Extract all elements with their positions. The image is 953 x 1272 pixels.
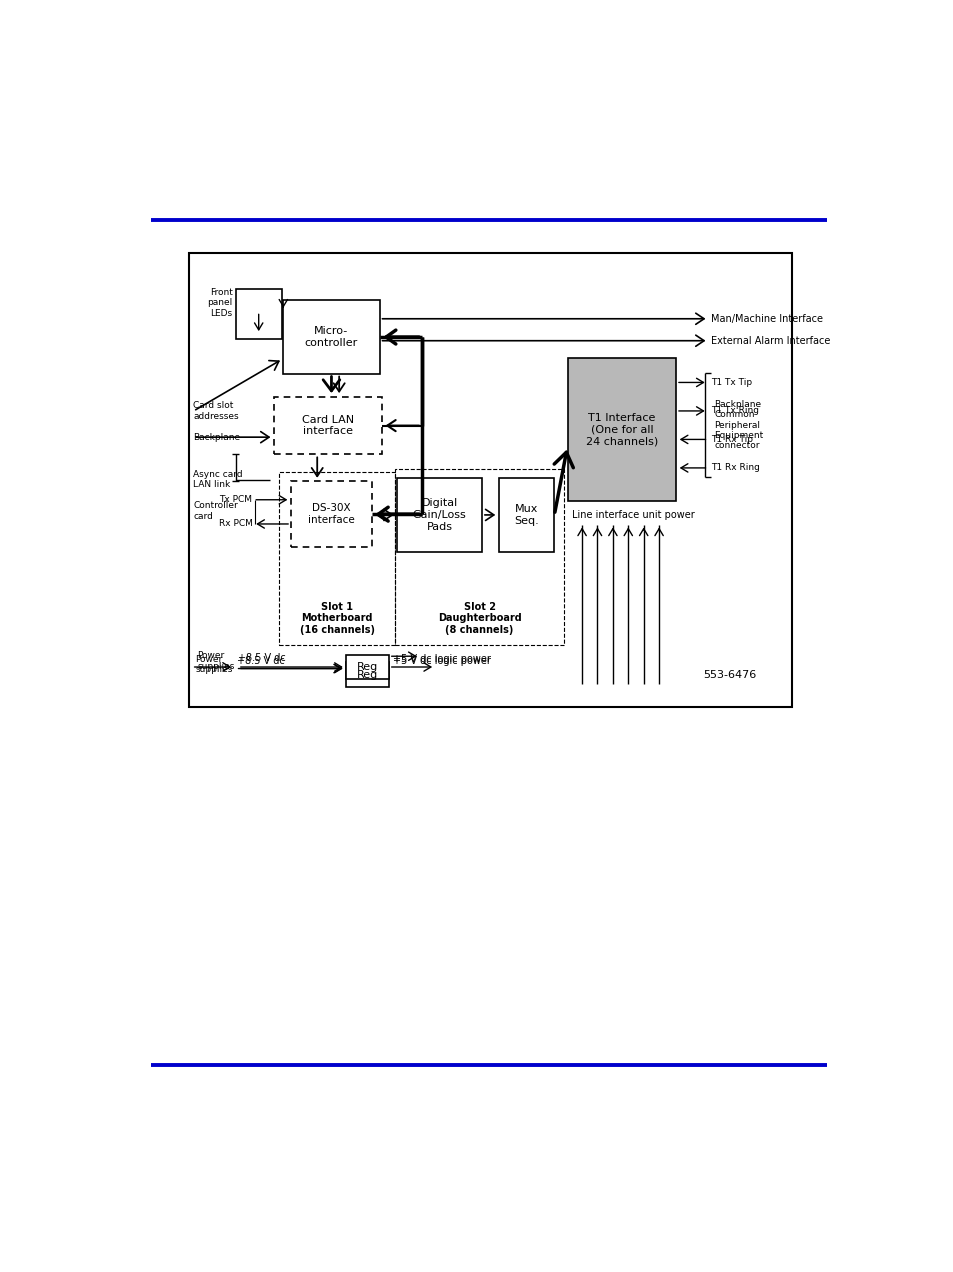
Text: Reg: Reg xyxy=(356,669,378,679)
Text: +8.5 V dc: +8.5 V dc xyxy=(237,653,285,663)
Text: Backplane
Common
Peripheral
Equipment
connector: Backplane Common Peripheral Equipment co… xyxy=(714,399,763,450)
Bar xyxy=(283,300,379,374)
Text: Reg: Reg xyxy=(356,661,378,672)
Text: Tx PCM: Tx PCM xyxy=(219,495,253,504)
Text: Power
supplies: Power supplies xyxy=(195,655,233,674)
Bar xyxy=(498,478,554,552)
Text: External Alarm Interface: External Alarm Interface xyxy=(710,336,829,346)
Text: T1 Interface
(One for all
24 channels): T1 Interface (One for all 24 channels) xyxy=(585,413,658,446)
Text: Slot 2
Daughterboard
(8 channels): Slot 2 Daughterboard (8 channels) xyxy=(437,602,521,635)
Bar xyxy=(291,481,372,547)
Text: Micro-
controller: Micro- controller xyxy=(305,326,357,347)
Bar xyxy=(395,469,564,645)
Text: Power
supplies: Power supplies xyxy=(197,651,234,670)
Text: +5 V dc logic power: +5 V dc logic power xyxy=(393,654,490,664)
Text: T1 Tx Ring: T1 Tx Ring xyxy=(710,407,758,416)
Bar xyxy=(235,289,281,338)
Text: Card LAN
interface: Card LAN interface xyxy=(301,415,354,436)
Text: T1 Rx Ring: T1 Rx Ring xyxy=(710,463,759,472)
Text: Rx PCM: Rx PCM xyxy=(218,519,253,528)
Bar xyxy=(396,478,481,552)
Bar xyxy=(190,253,791,707)
Bar xyxy=(279,472,395,645)
Text: Digital
Gain/Loss
Pads: Digital Gain/Loss Pads xyxy=(413,499,466,532)
Bar xyxy=(346,655,389,679)
Bar xyxy=(346,663,389,687)
Bar xyxy=(274,397,381,454)
Text: Async card
LAN link: Async card LAN link xyxy=(193,469,243,490)
Text: Controller
card: Controller card xyxy=(193,501,237,520)
Text: Man/Machine Interface: Man/Machine Interface xyxy=(710,314,821,324)
Text: Card slot
addresses: Card slot addresses xyxy=(193,402,238,421)
Text: Backplane: Backplane xyxy=(193,432,240,441)
Text: 553-6476: 553-6476 xyxy=(702,669,756,679)
Text: Front
panel
LEDs: Front panel LEDs xyxy=(207,287,233,318)
Text: +8.5 V dc: +8.5 V dc xyxy=(237,656,285,665)
Text: T1 Rx Tip: T1 Rx Tip xyxy=(710,435,752,444)
Text: Line interface unit power: Line interface unit power xyxy=(572,510,694,519)
Text: +5 V dc logic power: +5 V dc logic power xyxy=(393,656,490,665)
Bar xyxy=(568,359,676,501)
Text: T1 Tx Tip: T1 Tx Tip xyxy=(710,378,751,387)
Text: DS-30X
interface: DS-30X interface xyxy=(308,504,355,525)
Text: Slot 1
Motherboard
(16 channels): Slot 1 Motherboard (16 channels) xyxy=(299,602,375,635)
Text: Mux
Seq.: Mux Seq. xyxy=(514,504,538,525)
